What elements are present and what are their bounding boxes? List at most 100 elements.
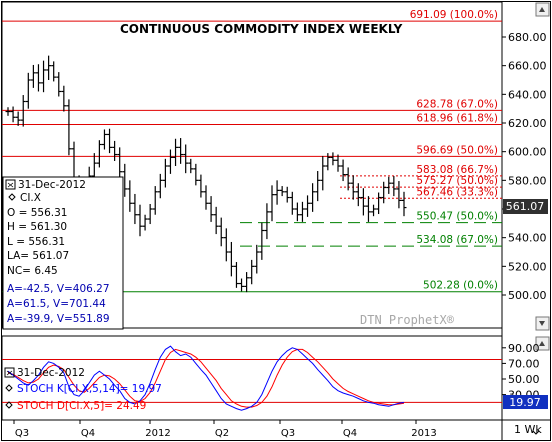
info-net-change: NC= 6.45 — [7, 265, 58, 277]
ohlc-bar — [360, 188, 366, 216]
ohlc-bar — [183, 144, 189, 174]
x-axis-ticks: Q3 Q4 2012 Q2 Q3 Q4 2013 — [2, 335, 502, 439]
info-open: O = 556.31 — [7, 207, 67, 219]
ohlc-bar — [188, 158, 194, 174]
ohlc-bar — [5, 107, 11, 116]
ohlc-bar — [178, 138, 184, 164]
ohlc-bar — [228, 241, 234, 277]
ohlc-bar — [25, 72, 31, 109]
ohlc-bar — [269, 185, 275, 222]
info-high: H = 561.30 — [7, 221, 67, 233]
x-tick-label: Q2 — [215, 428, 229, 439]
ohlc-bar — [294, 202, 300, 222]
y-tick-label: 540.00 — [508, 232, 547, 245]
ohlc-bar — [10, 106, 16, 123]
info-date: 31-Dec-2012 — [18, 179, 86, 191]
ohlc-bar — [391, 176, 397, 197]
stoch-k-marker-icon — [5, 384, 13, 392]
ohlc-bar — [371, 204, 377, 217]
stoch-k-label: STOCH K[CI.X,5,14]= 19.97 — [17, 383, 162, 395]
period-label: 1 Wk — [514, 423, 542, 436]
ohlc-bar — [401, 191, 407, 217]
stoch-last-box: 19.97 — [503, 395, 548, 409]
watermark: DTN ProphetX® — [360, 313, 455, 327]
fib-level-label: 596.69 (50.0%) — [416, 144, 498, 156]
ohlc-bar — [122, 163, 128, 197]
ohlc-bar — [350, 175, 356, 200]
y-tick-label: 500.00 — [508, 289, 547, 302]
ohlc-bar — [66, 99, 72, 156]
y-tick-label: 600.00 — [508, 146, 547, 159]
ohlc-bar — [320, 155, 326, 191]
info-last: LA= 561.07 — [7, 250, 69, 262]
ohlc-bar — [365, 196, 371, 222]
ohlc-bar — [254, 244, 260, 274]
ohlc-bar — [376, 192, 382, 215]
ohlc-bar — [157, 173, 163, 199]
ohlc-bar — [51, 61, 57, 82]
scroll-up-control[interactable] — [535, 2, 550, 17]
fib-level-label: 583.08 (66.7%) — [416, 164, 498, 176]
info-a1: A=-42.5, V=406.27 — [7, 283, 110, 295]
ohlc-bar — [173, 138, 179, 166]
y-axis-ticks: 680.00660.00640.00620.00600.00580.00560.… — [502, 31, 547, 302]
info-box: 31-Dec-2012 CI.X O = 556.31 H = 561.30 L… — [2, 176, 124, 330]
ohlc-bar — [35, 64, 41, 92]
x-tick-label: Q3 — [15, 428, 29, 439]
ohlc-bar — [152, 186, 158, 215]
ohlc-bar — [20, 95, 26, 127]
last-price-label: 561.07 — [506, 200, 545, 213]
ohlc-bars — [5, 55, 407, 293]
ohlc-bar — [101, 129, 107, 150]
ohlc-bar — [396, 181, 402, 209]
scroll-down-control[interactable] — [535, 316, 550, 331]
fib-level-label: 534.08 (67.0%) — [416, 234, 498, 246]
ohlc-bar — [96, 140, 102, 168]
info-symbol: CI.X — [20, 192, 41, 204]
fib-level-label: 550.47 (50.0%) — [416, 211, 498, 223]
stoch-k-line — [7, 345, 405, 411]
ohlc-bar — [208, 196, 214, 222]
info-a3: A=-39.9, V=551.89 — [7, 313, 110, 325]
ohlc-bar — [233, 262, 239, 288]
ohlc-bar — [310, 183, 316, 212]
ohlc-bar — [335, 154, 341, 172]
fib-level-label: 628.78 (67.0%) — [416, 98, 498, 110]
stoch-d-label: STOCH D[CI.X,5]= 24.49 — [17, 400, 146, 412]
x-tick-label: Q4 — [343, 428, 357, 439]
ohlc-bar — [345, 167, 351, 191]
stoch-legend: 31-Dec-2012 STOCH K[CI.X,5,14]= 19.97 ST… — [4, 367, 162, 412]
y-tick-label: 580.00 — [508, 174, 547, 187]
fib-level-label: 618.96 (61.8%) — [416, 112, 498, 124]
ohlc-bar — [264, 203, 270, 240]
info-a2: A=61.5, V=701.44 — [7, 298, 106, 310]
info-low: L = 556.31 — [7, 236, 65, 248]
ohlc-bar — [117, 147, 123, 179]
ohlc-bar — [30, 64, 36, 88]
period-dropdown-icon[interactable] — [532, 430, 540, 435]
ohlc-bar — [203, 185, 209, 210]
fib-level-labels: 691.09 (100.0%) 628.78 (67.0%) 618.96 (61.… — [410, 9, 498, 292]
info-box-icon — [5, 179, 16, 190]
ohlc-bar — [279, 186, 285, 197]
ohlc-bar — [325, 153, 331, 171]
ohlc-bar — [162, 158, 168, 188]
ohlc-bar — [193, 163, 199, 186]
stoch-d-line — [7, 348, 405, 408]
stoch-y-tick-label: 50.00 — [508, 373, 540, 386]
x-tick-label: Q4 — [81, 428, 95, 439]
stoch-date: 31-Dec-2012 — [17, 367, 85, 379]
ohlc-bar — [127, 180, 133, 212]
ohlc-bar — [213, 206, 219, 235]
ohlc-bar — [218, 217, 224, 247]
ohlc-bar — [299, 201, 305, 222]
x-tick-label: 2013 — [411, 428, 436, 439]
ohlc-bar — [244, 272, 250, 293]
stoch-scroll-control[interactable] — [535, 336, 550, 351]
y-tick-label: 620.00 — [508, 117, 547, 130]
ohlc-bar — [142, 214, 148, 231]
ohlc-bar — [284, 186, 290, 203]
stoch-d-marker-icon — [5, 401, 13, 409]
